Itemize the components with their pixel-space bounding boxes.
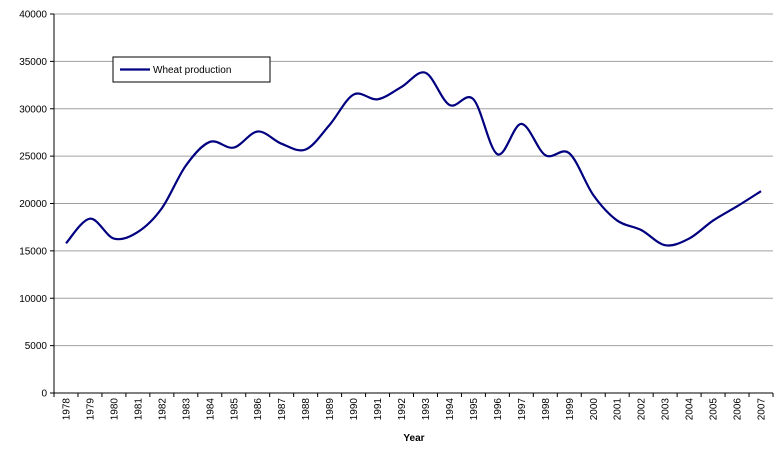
x-tick-label: 2000 bbox=[589, 398, 600, 421]
x-tick-label: 2002 bbox=[637, 398, 648, 421]
x-tick-label: 1983 bbox=[181, 398, 192, 421]
y-tick-label: 0 bbox=[41, 389, 47, 400]
y-tick-label: 35000 bbox=[19, 57, 47, 68]
y-tick-label: 15000 bbox=[19, 246, 47, 257]
y-tick-label: 25000 bbox=[19, 152, 47, 163]
x-tick-label: 1986 bbox=[253, 398, 264, 421]
x-tick-label: 1978 bbox=[61, 398, 72, 421]
legend-label: Wheat production bbox=[153, 65, 231, 76]
x-tick-label: 1996 bbox=[493, 398, 504, 421]
x-tick-label: 1990 bbox=[349, 398, 360, 421]
x-tick-label: 1980 bbox=[109, 398, 120, 421]
x-tick-label: 2006 bbox=[733, 398, 744, 421]
x-tick-label: 1982 bbox=[157, 398, 168, 421]
x-tick-label: 1991 bbox=[373, 398, 384, 421]
x-tick-label: 1998 bbox=[541, 398, 552, 421]
y-tick-label: 5000 bbox=[25, 341, 48, 352]
data-line bbox=[65, 71, 762, 247]
x-axis-title: Year bbox=[403, 433, 424, 444]
x-tick-label: 1989 bbox=[325, 398, 336, 421]
x-tick-label: 2005 bbox=[709, 398, 720, 421]
y-tick-label: 10000 bbox=[19, 294, 47, 305]
x-tick-label: 1988 bbox=[301, 398, 312, 421]
x-tick-label: 2001 bbox=[613, 398, 624, 421]
x-tick-label: 1993 bbox=[421, 398, 432, 421]
x-tick-label: 1995 bbox=[469, 398, 480, 421]
x-tick-label: 1987 bbox=[277, 398, 288, 421]
x-tick-label: 1994 bbox=[445, 398, 456, 421]
x-tick-label: 1985 bbox=[229, 398, 240, 421]
x-tick-label: 1992 bbox=[397, 398, 408, 421]
x-tick-label: 1984 bbox=[205, 398, 216, 421]
y-tick-label: 30000 bbox=[19, 104, 47, 115]
y-tick-label: 20000 bbox=[19, 199, 47, 210]
x-tick-label: 1979 bbox=[85, 398, 96, 421]
x-tick-label: 2007 bbox=[757, 398, 768, 421]
x-tick-label: 1981 bbox=[133, 398, 144, 421]
y-tick-label: 40000 bbox=[19, 10, 47, 21]
x-tick-label: 2004 bbox=[685, 398, 696, 421]
x-tick-label: 1999 bbox=[565, 398, 576, 421]
x-tick-label: 1997 bbox=[517, 398, 528, 421]
x-tick-label: 2003 bbox=[661, 398, 672, 421]
